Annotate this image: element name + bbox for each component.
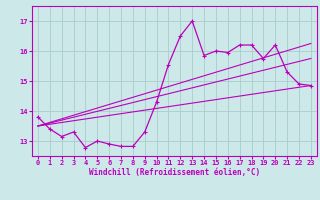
X-axis label: Windchill (Refroidissement éolien,°C): Windchill (Refroidissement éolien,°C) (89, 168, 260, 177)
